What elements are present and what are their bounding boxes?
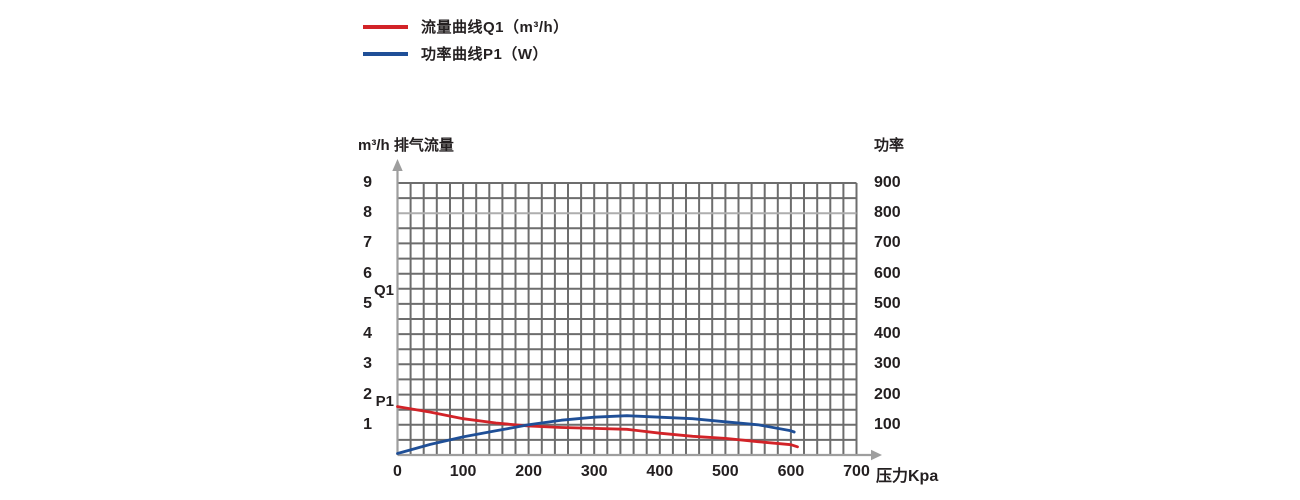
y-axis-arrow-icon bbox=[392, 159, 403, 171]
power-curve-color-swatch bbox=[363, 51, 408, 56]
chart-legend: 流量曲线Q1（m³/h） 功率曲线P1（W） bbox=[363, 13, 569, 67]
x-axis-arrow-icon bbox=[871, 449, 882, 461]
x-axis-title: 压力Kpa bbox=[876, 468, 939, 485]
flow-curve-color-swatch bbox=[363, 24, 408, 29]
left-axis-title: m³/h 排气流量 bbox=[358, 137, 454, 154]
flow-curve-line bbox=[396, 405, 799, 449]
power-curve-line bbox=[396, 414, 796, 455]
legend-label-flow: 流量曲线Q1（m³/h） bbox=[421, 19, 569, 36]
legend-label-power: 功率曲线P1（W） bbox=[421, 46, 549, 63]
legend-item-power: 功率曲线P1（W） bbox=[363, 40, 569, 67]
right-axis-title: 功率 bbox=[874, 137, 905, 154]
legend-item-flow: 流量曲线Q1（m³/h） bbox=[363, 13, 569, 40]
